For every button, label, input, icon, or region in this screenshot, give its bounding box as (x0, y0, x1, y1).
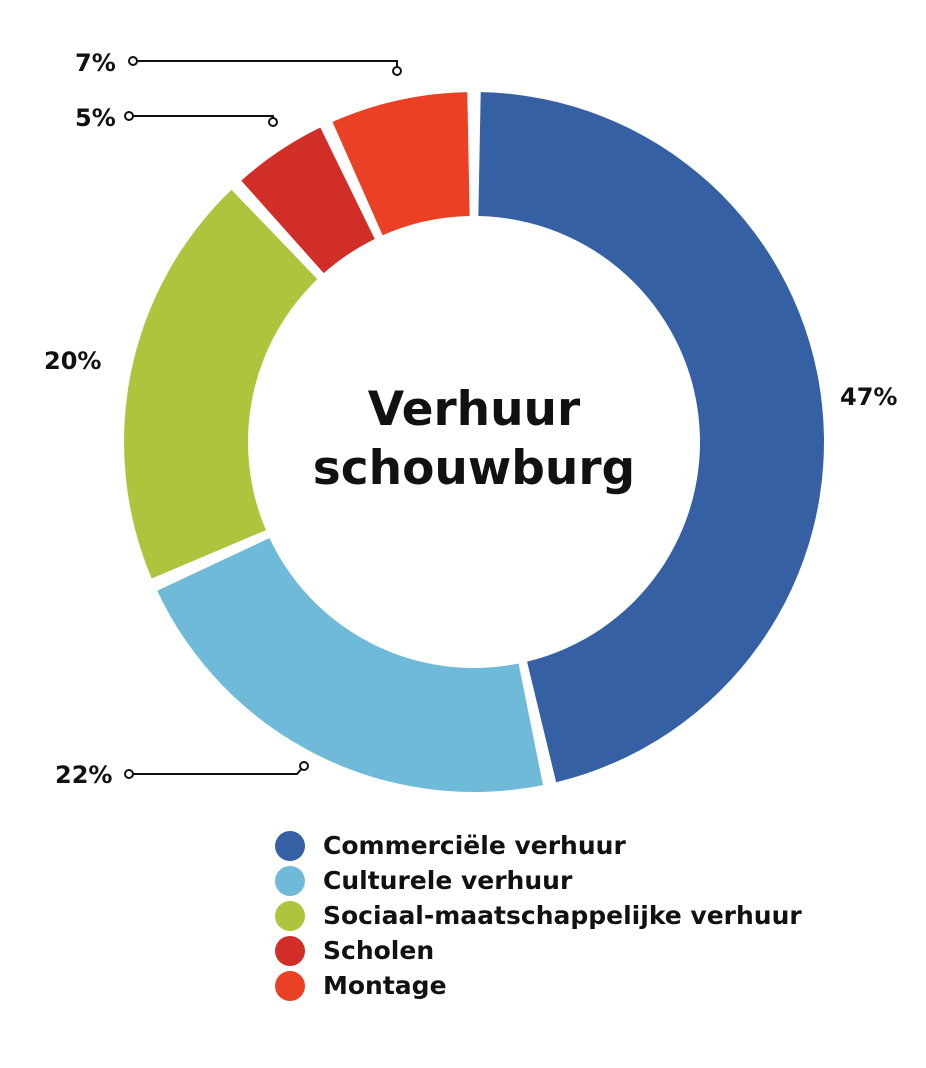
legend: Commerciële verhuur Culturele verhuur So… (275, 828, 802, 1003)
leader-line-culturele-verhuur-end-dot (299, 761, 309, 771)
leader-line-montage-start-dot (128, 56, 138, 66)
legend-swatch-commerciele-verhuur (275, 830, 305, 861)
leader-line-montage (128, 56, 402, 76)
slice-scholen (241, 127, 375, 274)
data-label-sociaal-maatschappelijke-verhuur: 20% (44, 347, 101, 375)
legend-item-scholen: Scholen (275, 933, 802, 968)
legend-label-montage: Montage (323, 971, 447, 1000)
legend-label-culturele-verhuur: Culturele verhuur (323, 866, 573, 895)
slices-layer (124, 92, 824, 792)
leader-line-scholen-start-dot (124, 111, 134, 121)
legend-swatch-scholen (275, 935, 305, 966)
leader-line-montage-end-dot (392, 66, 402, 76)
slice-commerciele-verhuur (478, 92, 824, 783)
data-label-commerciele-verhuur: 47% (840, 383, 897, 411)
center-title-line-1: Verhuur (368, 382, 581, 437)
center-title-line-2: schouwburg (313, 441, 635, 496)
leader-line-scholen (124, 111, 278, 127)
legend-label-sociaal-maatschappelijke-verhuur: Sociaal-maatschappelijke verhuur (323, 901, 802, 930)
slice-sociaal-maatschappelijke-verhuur (124, 189, 318, 579)
legend-item-sociaal-maatschappelijke-verhuur: Sociaal-maatschappelijke verhuur (275, 898, 802, 933)
data-label-scholen: 5% (75, 104, 116, 132)
legend-item-montage: Montage (275, 968, 802, 1003)
percentage-labels-layer: 47% 22% 20% 5% 7% (44, 49, 897, 789)
data-label-culturele-verhuur: 22% (55, 761, 112, 789)
legend-swatch-sociaal-maatschappelijke-verhuur (275, 900, 305, 931)
leader-line-culturele-verhuur-start-dot (124, 769, 134, 779)
legend-label-commerciele-verhuur: Commerciële verhuur (323, 831, 626, 860)
leader-lines-layer (124, 56, 402, 779)
legend-item-culturele-verhuur: Culturele verhuur (275, 863, 802, 898)
slice-culturele-verhuur (157, 538, 544, 792)
legend-swatch-montage (275, 970, 305, 1001)
leader-line-scholen-end-dot (268, 117, 278, 127)
legend-swatch-culturele-verhuur (275, 865, 305, 896)
data-label-montage: 7% (75, 49, 116, 77)
slice-montage (332, 92, 470, 236)
legend-item-commerciele-verhuur: Commerciële verhuur (275, 828, 802, 863)
leader-line-culturele-verhuur (124, 761, 309, 779)
legend-label-scholen: Scholen (323, 936, 435, 965)
